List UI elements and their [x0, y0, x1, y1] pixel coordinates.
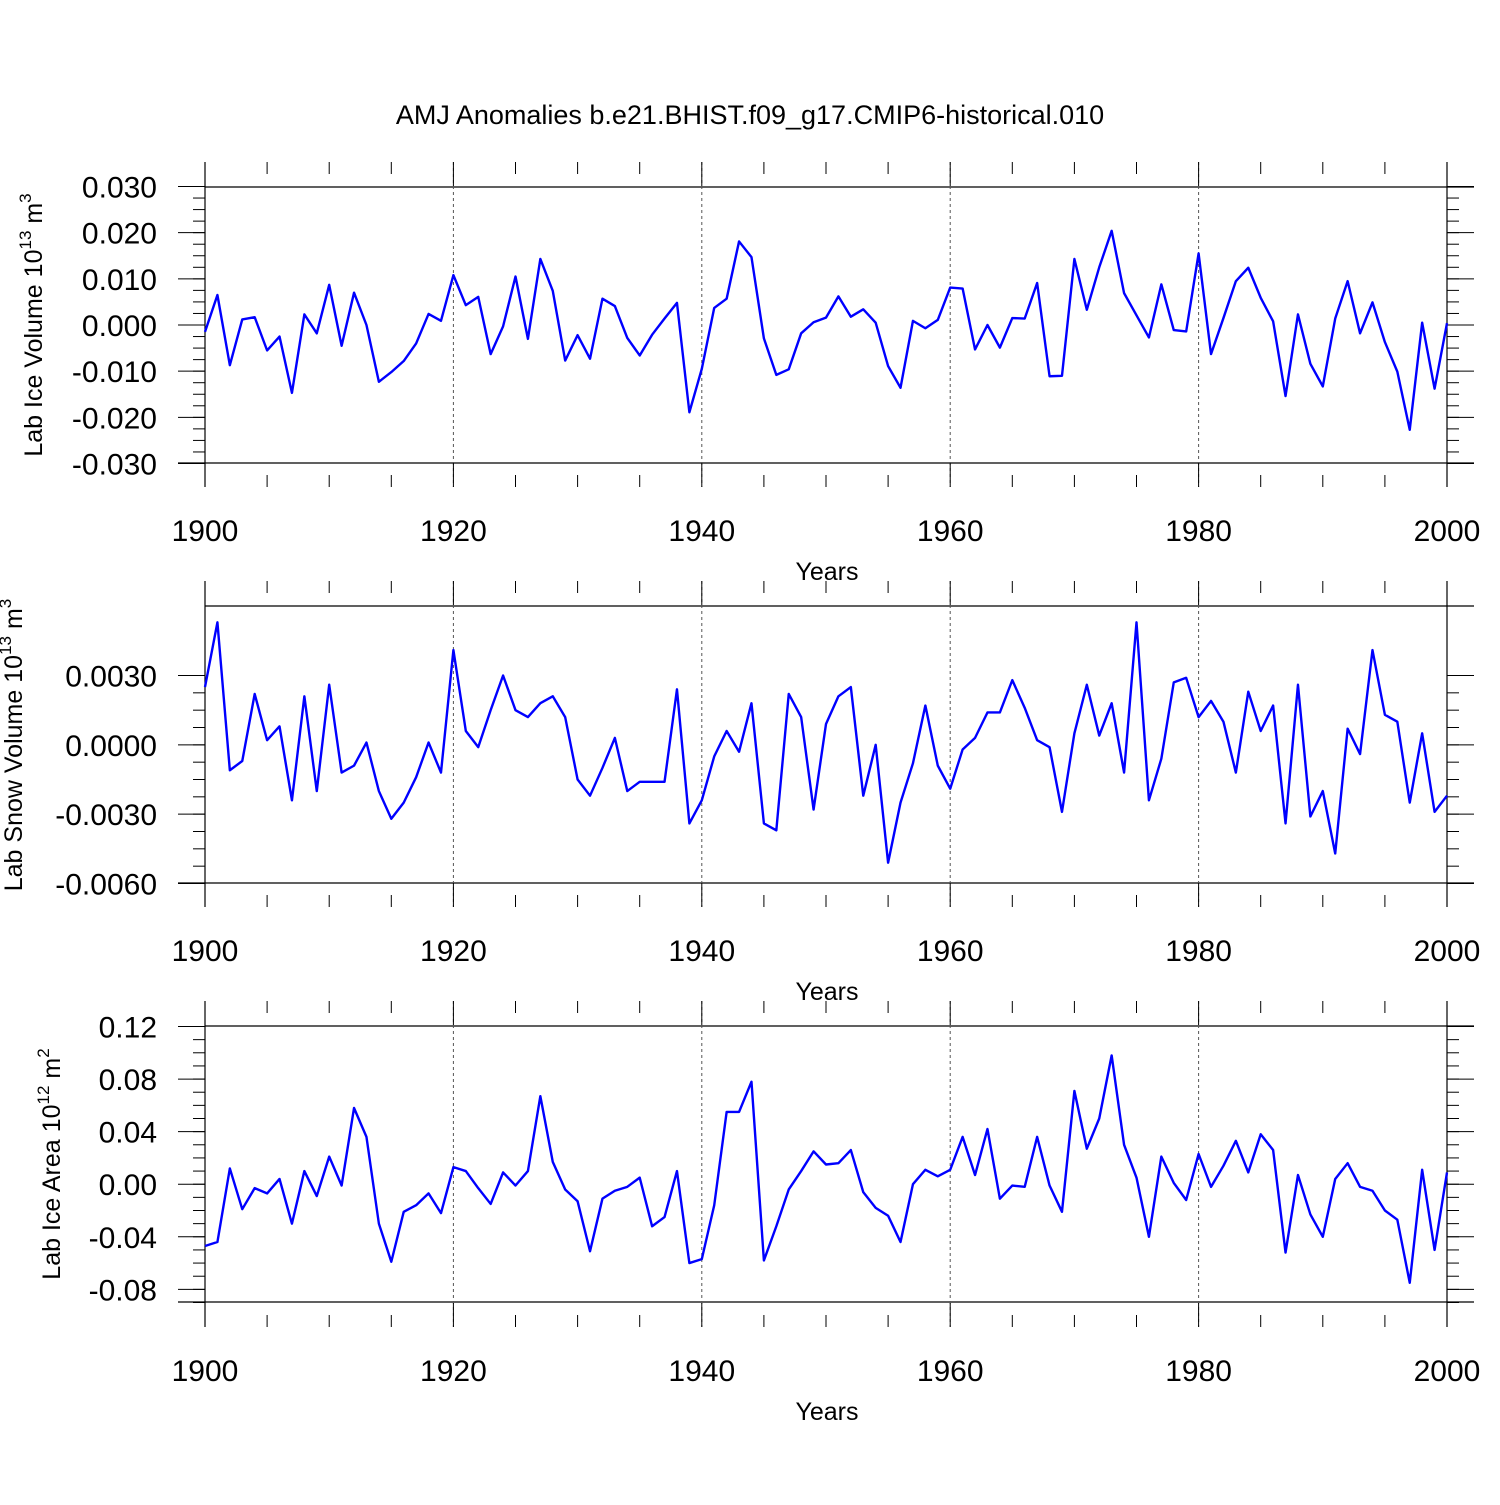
x-tick-label: 1980	[1165, 935, 1232, 968]
y-tick-label: 0.0000	[65, 730, 157, 763]
y-tick-label: -0.010	[72, 356, 157, 389]
y-axis-label-unit-tail: m	[38, 1058, 66, 1086]
x-tick-label: 1960	[917, 515, 984, 548]
y-tick-label: -0.0030	[55, 799, 157, 832]
y-axis-label-unit-exp: 12	[34, 1086, 53, 1105]
x-tick-label: 2000	[1414, 1355, 1481, 1388]
y-axis-label-unit-exp: 13	[16, 231, 35, 250]
x-tick-label: 1980	[1165, 1355, 1232, 1388]
y-tick-label: 0.00	[99, 1169, 157, 1202]
y-axis-label-unit-tail: m	[0, 608, 28, 636]
y-axis-label-name: Lab Ice Area	[38, 1139, 66, 1279]
x-tick-label: 1960	[917, 1355, 984, 1388]
y-axis-label-name: Lab Snow Volume	[0, 690, 28, 892]
x-tick-label: 1900	[172, 1355, 239, 1388]
y-tick-label: -0.04	[89, 1222, 157, 1255]
series-line	[203, 229, 1449, 431]
x-tick-label: 1980	[1165, 515, 1232, 548]
x-tick-label: 1940	[668, 515, 735, 548]
x-axis-label: Years	[795, 558, 858, 586]
x-tick-label: 1940	[668, 935, 735, 968]
y-axis-label-name: Lab Ice Volume	[20, 284, 48, 456]
y-axis-label-unit-base: 10	[20, 250, 48, 278]
y-axis-label-unit-base: 10	[38, 1104, 66, 1132]
series-line	[203, 621, 1448, 864]
y-tick-label: -0.020	[72, 402, 157, 435]
y-axis-label: Lab Ice Volume 1013 m3	[16, 193, 48, 456]
panel-snow-volume: -0.0060 -0.0030 0.0000 0.0030 1900 1920 1940 19…	[0, 581, 1480, 1006]
y-axis-label: Lab Ice Area 1012 m2	[34, 1048, 66, 1279]
y-tick-label: -0.08	[89, 1274, 157, 1307]
y-axis-label-unit-tail-exp: 3	[0, 599, 15, 608]
y-tick-label: 0.0030	[65, 661, 157, 694]
y-tick-label: 0.020	[82, 218, 157, 251]
y-axis-label-unit-tail-exp: 3	[16, 193, 35, 202]
figure-title: AMJ Anomalies b.e21.BHIST.f09_g17.CMIP6-…	[396, 100, 1104, 130]
panel-ice-area: -0.08 -0.04 0.00 0.04 0.08 0.12 1900 1920 1940 19…	[34, 1001, 1480, 1426]
panel-ice-volume: -0.030 -0.020 -0.010 0.000 0.010 0.020 0.030 19…	[16, 162, 1480, 586]
y-tick-label: -0.030	[72, 449, 157, 482]
y-tick-label: 0.08	[99, 1064, 157, 1097]
y-axis-label: Lab Snow Volume 1013 m3	[0, 599, 28, 892]
y-axis-label-unit-base: 10	[0, 655, 28, 683]
x-tick-label: 1900	[172, 515, 239, 548]
y-tick-label: -0.0060	[55, 869, 157, 902]
x-tick-label: 1920	[420, 515, 487, 548]
x-tick-label: 1920	[420, 1355, 487, 1388]
x-tick-label: 2000	[1414, 935, 1481, 968]
x-tick-label: 1900	[172, 935, 239, 968]
y-tick-label: 0.030	[82, 172, 157, 205]
y-tick-label: 0.010	[82, 264, 157, 297]
y-tick-label: 0.12	[99, 1012, 157, 1045]
x-axis-label: Years	[795, 978, 858, 1006]
x-tick-label: 1920	[420, 935, 487, 968]
x-tick-label: 1940	[668, 1355, 735, 1388]
y-axis-label-unit-tail-exp: 2	[34, 1048, 53, 1057]
series-line	[204, 1054, 1449, 1284]
y-axis-label-unit-tail: m	[20, 203, 48, 231]
x-tick-label: 1960	[917, 935, 984, 968]
y-tick-label: 0.000	[82, 310, 157, 343]
x-axis-label: Years	[795, 1398, 858, 1426]
y-axis-label-unit-exp: 13	[0, 636, 15, 655]
x-tick-label: 2000	[1414, 515, 1481, 548]
y-tick-label: 0.04	[99, 1117, 157, 1150]
